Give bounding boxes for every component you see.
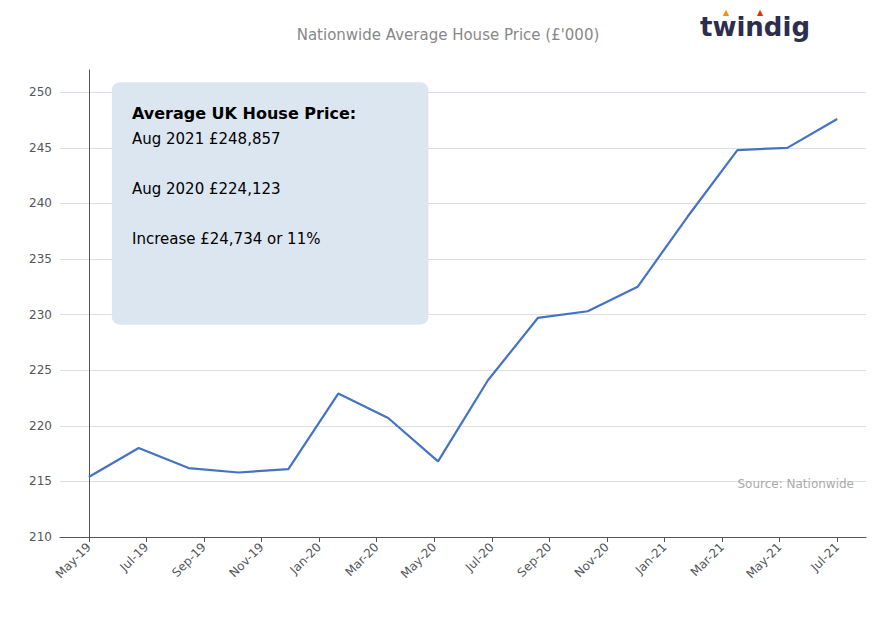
svg-text:Aug 2021 £248,857: Aug 2021 £248,857 [132, 130, 281, 148]
svg-text:Average UK House Price:: Average UK House Price: [132, 104, 356, 123]
svg-text:Source: Nationwide: Source: Nationwide [737, 477, 854, 491]
svg-text:220: 220 [29, 419, 52, 433]
svg-text:240: 240 [29, 196, 52, 210]
svg-text:Jul-21: Jul-21 [807, 540, 842, 575]
svg-text:Jan-20: Jan-20 [287, 540, 325, 578]
svg-text:Mar-20: Mar-20 [342, 540, 381, 579]
svg-text:Jul-20: Jul-20 [462, 540, 497, 575]
svg-text:Nov-20: Nov-20 [572, 540, 612, 580]
svg-text:225: 225 [29, 363, 52, 377]
svg-text:245: 245 [29, 141, 52, 155]
svg-text:Aug 2020 £224,123: Aug 2020 £224,123 [132, 180, 281, 198]
svg-text:▲: ▲ [723, 8, 730, 17]
svg-text:Jan-21: Jan-21 [632, 540, 670, 578]
svg-text:May-20: May-20 [398, 540, 439, 581]
svg-text:230: 230 [29, 308, 52, 322]
svg-text:Mar-21: Mar-21 [688, 540, 727, 579]
svg-text:Sep-19: Sep-19 [169, 540, 209, 580]
svg-text:May-19: May-19 [53, 540, 94, 581]
svg-text:Nov-19: Nov-19 [226, 540, 266, 580]
svg-text:Sep-20: Sep-20 [515, 540, 555, 580]
svg-text:Jul-19: Jul-19 [117, 540, 152, 575]
svg-text:Nationwide Average House Price: Nationwide Average House Price (£'000) [297, 26, 600, 44]
svg-text:210: 210 [29, 530, 52, 544]
svg-text:May-21: May-21 [743, 540, 784, 581]
svg-text:235: 235 [29, 252, 52, 266]
svg-text:▲: ▲ [757, 8, 764, 17]
svg-text:twindig: twindig [700, 12, 810, 42]
svg-text:250: 250 [29, 85, 52, 99]
svg-text:215: 215 [29, 474, 52, 488]
svg-text:Increase £24,734 or 11%: Increase £24,734 or 11% [132, 230, 321, 248]
